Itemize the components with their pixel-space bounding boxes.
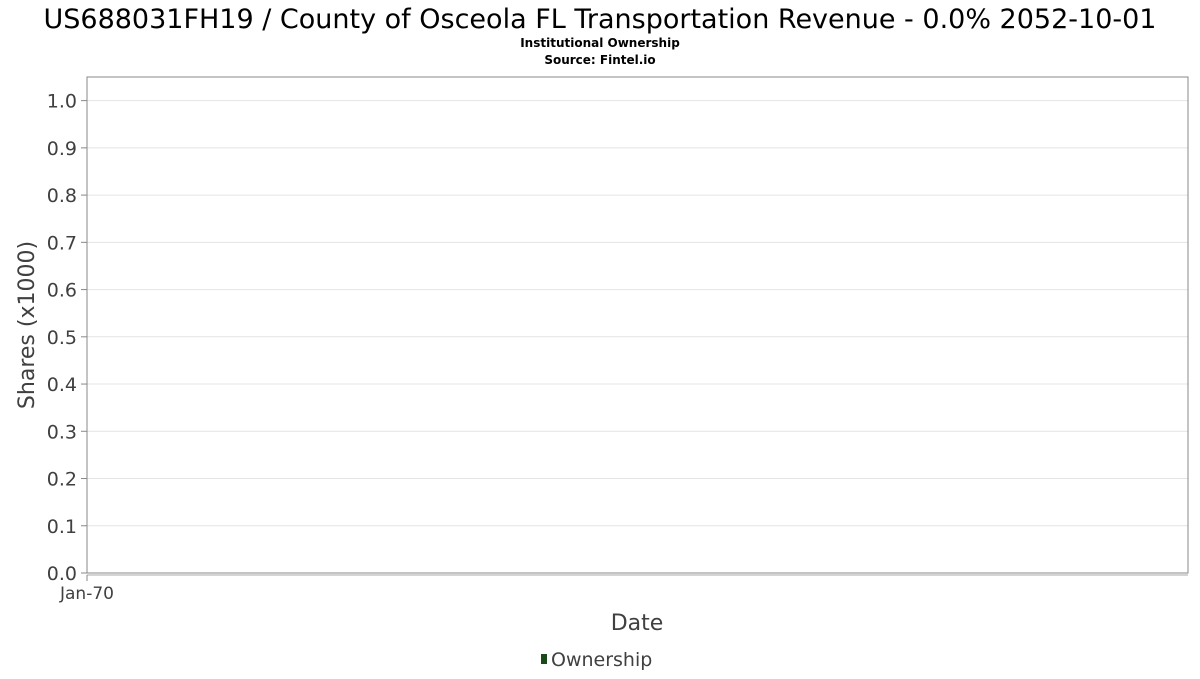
legend: Ownership: [541, 649, 652, 671]
x-axis-label: Date: [611, 611, 664, 636]
plot-area: [86, 76, 1189, 574]
x-axis-ticks: Jan-70: [59, 575, 114, 604]
y-tick-label: 0.7: [47, 232, 77, 254]
y-tick-label: 0.9: [47, 138, 77, 160]
legend-label: Ownership: [551, 649, 652, 671]
y-tick-label: 0.2: [47, 469, 77, 491]
chart-subtitle: Institutional Ownership: [520, 36, 680, 50]
y-tick-label: 0.6: [47, 280, 77, 302]
y-tick-label: 0.5: [47, 327, 77, 349]
y-axis-label: Shares (x1000): [15, 241, 40, 409]
grid-lines: [87, 100, 1188, 574]
chart-title: US688031FH19 / County of Osceola FL Tran…: [44, 4, 1157, 35]
y-tick-label: 1.0: [47, 91, 77, 113]
y-tick-label: 0.0: [47, 563, 77, 585]
y-tick-label: 0.4: [47, 374, 77, 396]
chart-source: Source: Fintel.io: [544, 53, 655, 67]
y-tick-label: 0.8: [47, 185, 77, 207]
legend-swatch: [541, 654, 547, 664]
y-tick-label: 0.3: [47, 421, 77, 443]
y-axis-ticks: 0.0 0.1 0.2 0.3 0.4 0.5 0.6 0.7 0.8 0.9 1.0: [47, 91, 87, 585]
y-tick-label: 0.1: [47, 516, 77, 538]
x-tick-label: Jan-70: [59, 584, 114, 604]
